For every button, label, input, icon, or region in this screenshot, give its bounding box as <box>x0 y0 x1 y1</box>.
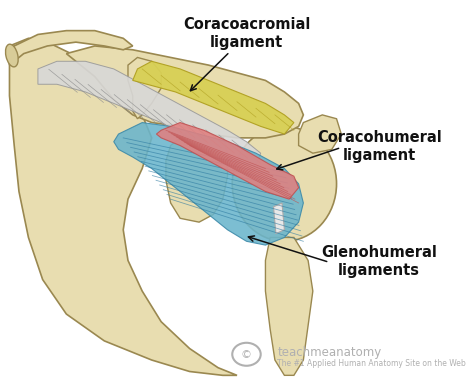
Text: ©: © <box>241 350 252 360</box>
Text: Coracoacromial
ligament: Coracoacromial ligament <box>183 17 310 50</box>
Polygon shape <box>299 115 341 153</box>
Polygon shape <box>128 57 161 119</box>
Polygon shape <box>66 46 303 138</box>
Ellipse shape <box>232 126 337 241</box>
Text: Glenohumeral
ligaments: Glenohumeral ligaments <box>321 245 437 278</box>
Polygon shape <box>114 123 303 245</box>
Polygon shape <box>133 61 294 134</box>
Text: teachmeanatomy: teachmeanatomy <box>277 346 382 359</box>
Polygon shape <box>9 31 133 65</box>
Polygon shape <box>265 237 313 375</box>
Polygon shape <box>156 123 299 199</box>
Polygon shape <box>166 126 228 222</box>
Text: The #1 Applied Human Anatomy Site on the Web: The #1 Applied Human Anatomy Site on the… <box>277 359 466 368</box>
Polygon shape <box>9 38 237 375</box>
Polygon shape <box>273 203 284 234</box>
Ellipse shape <box>6 44 18 67</box>
Text: Coracohumeral
ligament: Coracohumeral ligament <box>317 130 442 163</box>
Polygon shape <box>38 61 261 165</box>
